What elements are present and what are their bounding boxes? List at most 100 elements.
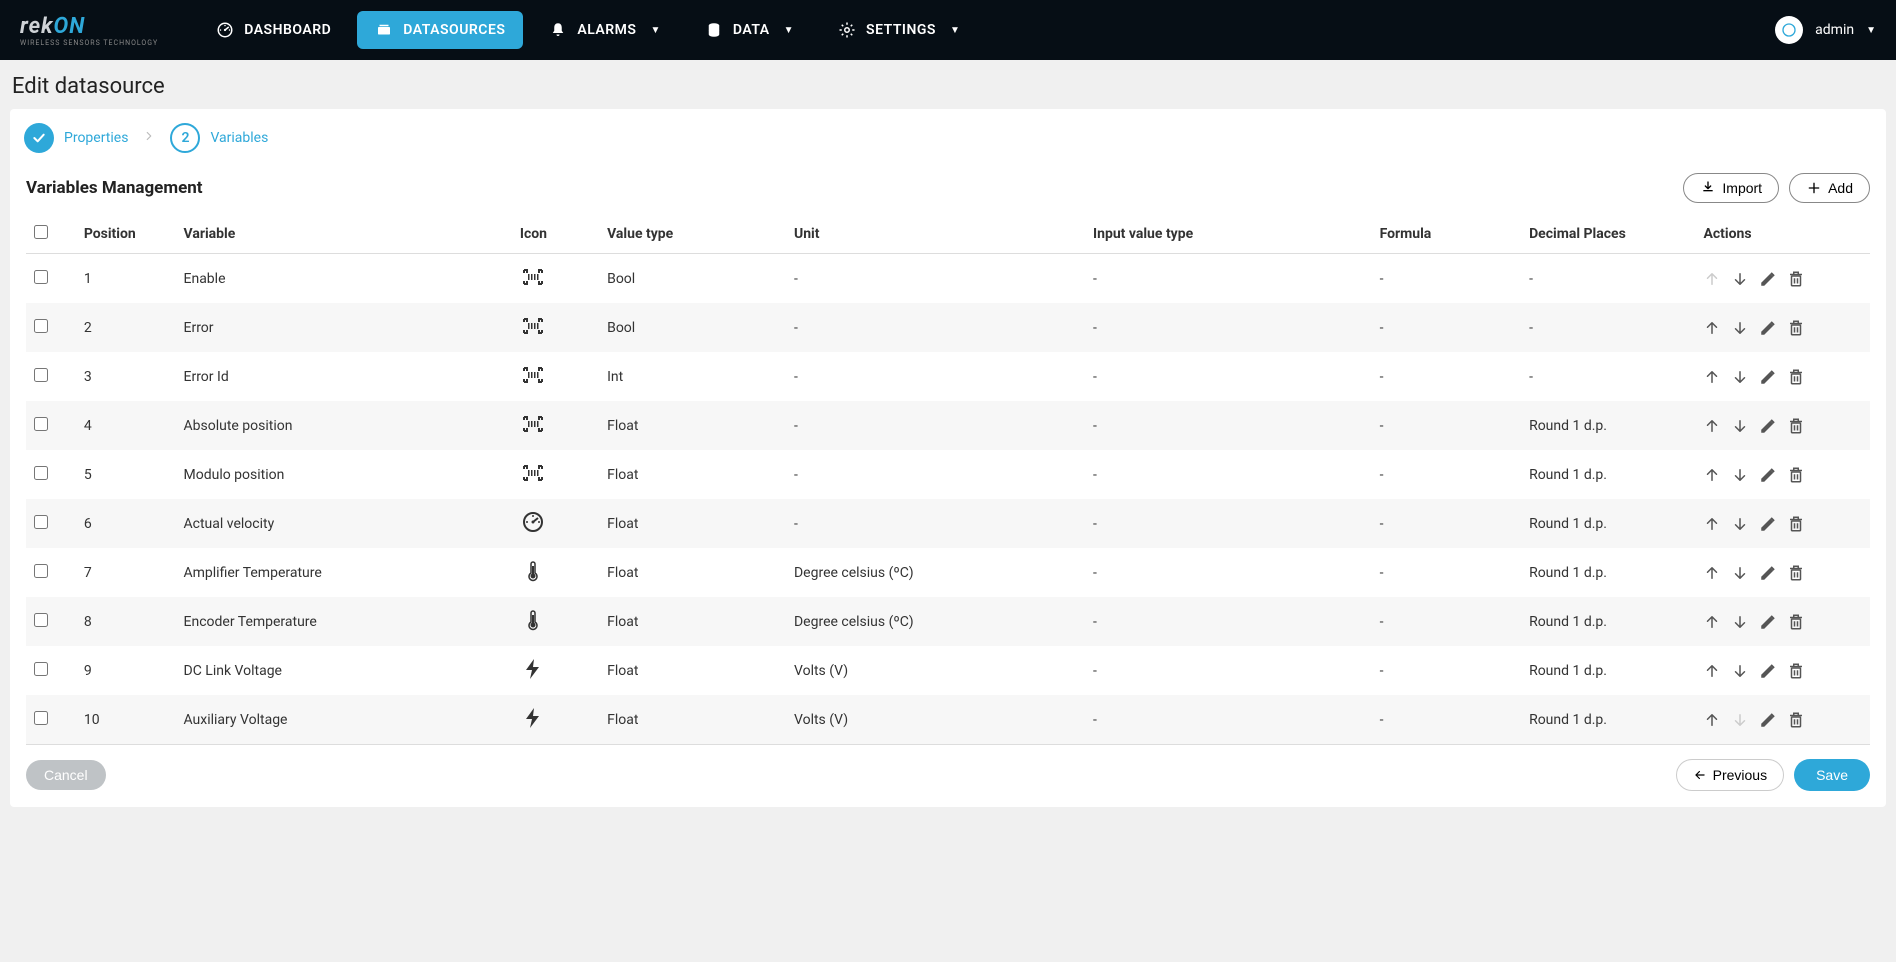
brand-logo[interactable]: rekON WIRELESS SENSORS TECHNOLOGY: [20, 14, 158, 47]
barcode-icon: [520, 313, 546, 339]
row-checkbox[interactable]: [34, 368, 48, 382]
add-button[interactable]: Add: [1789, 173, 1870, 203]
move-up-button[interactable]: [1703, 466, 1721, 484]
row-checkbox[interactable]: [34, 613, 48, 627]
delete-button[interactable]: [1787, 368, 1805, 386]
delete-button[interactable]: [1787, 613, 1805, 631]
delete-button[interactable]: [1787, 270, 1805, 288]
table-row: 10 Auxiliary Voltage Float Volts (V) - -…: [26, 695, 1870, 745]
move-down-button[interactable]: [1731, 417, 1749, 435]
move-up-button[interactable]: [1703, 417, 1721, 435]
cancel-button[interactable]: Cancel: [26, 760, 106, 790]
cell-decimal-places: -: [1521, 303, 1695, 352]
edit-button[interactable]: [1759, 711, 1777, 729]
nav-items: DASHBOARDDATASOURCESALARMS▼ DATA ▼ SETTINGS…: [198, 11, 1775, 49]
edit-button[interactable]: [1759, 417, 1777, 435]
edit-button[interactable]: [1759, 564, 1777, 582]
cell-input-value-type: -: [1085, 548, 1372, 597]
edit-button[interactable]: [1759, 368, 1777, 386]
edit-button[interactable]: [1759, 515, 1777, 533]
move-up-button[interactable]: [1703, 515, 1721, 533]
move-down-button[interactable]: [1731, 564, 1749, 582]
delete-button[interactable]: [1787, 417, 1805, 435]
move-up-button[interactable]: [1703, 564, 1721, 582]
cell-position: 1: [76, 254, 176, 304]
nav-item-alarms[interactable]: ALARMS▼: [531, 11, 678, 49]
delete-button[interactable]: [1787, 711, 1805, 729]
import-label: Import: [1722, 180, 1762, 196]
row-checkbox[interactable]: [34, 515, 48, 529]
import-button[interactable]: Import: [1683, 173, 1779, 203]
cell-formula: -: [1372, 646, 1522, 695]
nav-user[interactable]: admin ▼: [1775, 16, 1876, 44]
step-properties[interactable]: Properties: [24, 123, 128, 153]
cell-value-type: Float: [599, 646, 786, 695]
row-checkbox[interactable]: [34, 564, 48, 578]
row-checkbox[interactable]: [34, 270, 48, 284]
edit-button[interactable]: [1759, 319, 1777, 337]
move-down-button[interactable]: [1731, 613, 1749, 631]
previous-label: Previous: [1713, 767, 1767, 783]
move-down-button[interactable]: [1731, 319, 1749, 337]
cell-unit: Volts (V): [786, 646, 1085, 695]
row-checkbox[interactable]: [34, 417, 48, 431]
stepper: Properties 2 Variables: [10, 123, 1886, 173]
cell-input-value-type: -: [1085, 303, 1372, 352]
move-up-button[interactable]: [1703, 368, 1721, 386]
cell-formula: -: [1372, 548, 1522, 597]
move-up-button[interactable]: [1703, 319, 1721, 337]
delete-button[interactable]: [1787, 515, 1805, 533]
row-checkbox[interactable]: [34, 319, 48, 333]
nav-item-settings[interactable]: SETTINGS▼: [820, 11, 978, 49]
barcode-icon: [520, 411, 546, 437]
plus-icon: [1806, 180, 1822, 196]
delete-button[interactable]: [1787, 662, 1805, 680]
move-down-button[interactable]: [1731, 662, 1749, 680]
edit-button[interactable]: [1759, 662, 1777, 680]
nav-label: DATA: [733, 22, 770, 38]
cell-variable: Error: [176, 303, 512, 352]
nav-item-dashboard[interactable]: DASHBOARD: [198, 11, 349, 49]
nav-item-data[interactable]: DATA ▼: [687, 11, 812, 49]
cell-unit: -: [786, 303, 1085, 352]
cell-variable: Absolute position: [176, 401, 512, 450]
delete-button[interactable]: [1787, 466, 1805, 484]
brand-tagline: WIRELESS SENSORS TECHNOLOGY: [20, 39, 158, 47]
cell-position: 6: [76, 499, 176, 548]
nav-label: ALARMS: [577, 22, 636, 38]
section-actions: Import Add: [1683, 173, 1870, 203]
step-variables[interactable]: 2 Variables: [170, 123, 268, 153]
variables-table: Position Variable Icon Value type Unit I…: [26, 215, 1870, 745]
chevron-down-icon: ▼: [784, 25, 794, 36]
datasource-icon: [375, 21, 393, 39]
move-up-button[interactable]: [1703, 613, 1721, 631]
step-label: Variables: [210, 130, 268, 146]
move-up-button[interactable]: [1703, 711, 1721, 729]
cell-formula: -: [1372, 401, 1522, 450]
previous-button[interactable]: Previous: [1676, 759, 1784, 791]
move-down-button[interactable]: [1731, 515, 1749, 533]
row-checkbox[interactable]: [34, 711, 48, 725]
cell-unit: Degree celsius (ºC): [786, 597, 1085, 646]
move-down-button[interactable]: [1731, 368, 1749, 386]
nav-item-datasources[interactable]: DATASOURCES: [357, 11, 523, 49]
edit-button[interactable]: [1759, 466, 1777, 484]
move-up-button[interactable]: [1703, 662, 1721, 680]
move-down-button: [1731, 711, 1749, 729]
add-label: Add: [1828, 180, 1853, 196]
move-down-button[interactable]: [1731, 466, 1749, 484]
download-icon: [1700, 180, 1716, 196]
move-down-button[interactable]: [1731, 270, 1749, 288]
gauge-icon: [216, 21, 234, 39]
delete-button[interactable]: [1787, 564, 1805, 582]
select-all-checkbox[interactable]: [34, 225, 48, 239]
edit-button[interactable]: [1759, 270, 1777, 288]
cell-value-type: Float: [599, 695, 786, 745]
cell-input-value-type: -: [1085, 646, 1372, 695]
cell-decimal-places: Round 1 d.p.: [1521, 695, 1695, 745]
row-checkbox[interactable]: [34, 662, 48, 676]
row-checkbox[interactable]: [34, 466, 48, 480]
delete-button[interactable]: [1787, 319, 1805, 337]
save-button[interactable]: Save: [1794, 759, 1870, 791]
edit-button[interactable]: [1759, 613, 1777, 631]
